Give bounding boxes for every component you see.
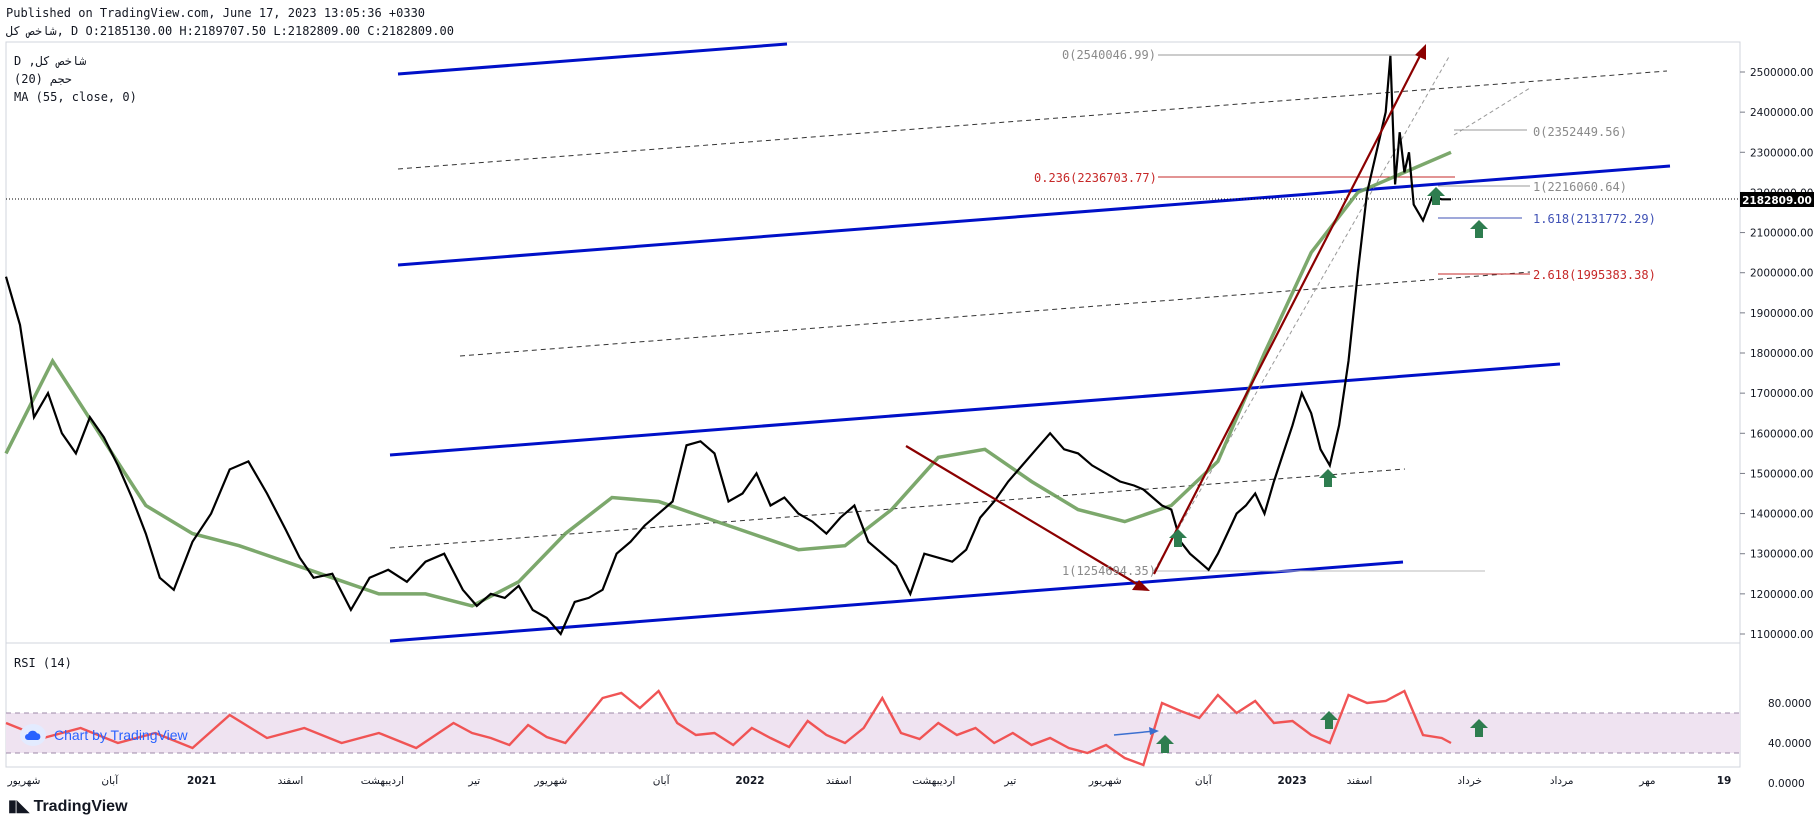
time-tick-label: مهر (1638, 775, 1655, 787)
time-tick-label: خرداد (1457, 775, 1482, 787)
cloud-icon (20, 724, 46, 746)
last-price-value: 2182809.00 (1742, 195, 1812, 207)
price-line[interactable] (4, 55, 1451, 637)
price-tick-label: 1300000.00 (1750, 549, 1813, 561)
price-tick-label: 1500000.00 (1750, 468, 1813, 480)
up-arrow-icon[interactable] (1470, 719, 1488, 737)
price-tick-label: 2500000.00 (1750, 67, 1813, 79)
rsi-arrow-head (1149, 727, 1159, 735)
fib-label-0-top: 0(2540046.99) (1062, 48, 1156, 62)
fib-label-1618: 1.618(2131772.29) (1533, 212, 1656, 226)
fib-guides[interactable] (1153, 54, 1531, 572)
price-tick-label: 1700000.00 (1750, 388, 1813, 400)
rsi-axis[interactable]: 80.0000 40.0000 0.0000 (1768, 698, 1811, 790)
fib-label-1: 1(2216060.64) (1533, 180, 1627, 194)
time-tick-label: آبان (1195, 774, 1213, 787)
time-tick-label: آبان (101, 774, 119, 787)
time-tick-label: اردیبهشت (361, 775, 404, 787)
published-line: Published on TradingView.com, June 17, 2… (6, 6, 426, 20)
up-arrow-icon[interactable] (1319, 469, 1337, 487)
time-tick-label: اسفند (1347, 775, 1373, 787)
time-tick-label: مرداد (1550, 775, 1574, 787)
rsi-band (6, 713, 1740, 753)
up-arrow-icon[interactable] (1427, 187, 1445, 205)
ma-line[interactable] (4, 150, 1452, 608)
price-tick-label: 1400000.00 (1750, 509, 1813, 521)
up-arrow-icon[interactable] (1470, 220, 1488, 238)
time-tick-label: 2023 (1277, 775, 1306, 787)
price-tick-label: 1800000.00 (1750, 348, 1813, 360)
channel-line-upper[interactable] (397, 164, 1671, 267)
fib-label-1-bottom: 1(1254694.35) (1062, 564, 1156, 578)
legend-rsi[interactable]: RSI (14) (14, 656, 72, 670)
down-trend-arrow[interactable] (905, 445, 1143, 588)
watermark-text[interactable]: Chart by TradingView (54, 727, 188, 743)
channel-dash-1[interactable] (397, 70, 1668, 170)
price-tick-label: 2000000.00 (1750, 268, 1813, 280)
fib-label-2618: 2.618(1995383.38) (1533, 268, 1656, 282)
up-arrow-icon[interactable] (1169, 529, 1187, 547)
price-tick-label: 1600000.00 (1750, 428, 1813, 440)
time-tick-label: اسفند (278, 775, 304, 787)
fib-ext-dash[interactable] (1453, 87, 1531, 136)
price-tick-label: 1900000.00 (1750, 308, 1813, 320)
channel-line-top[interactable] (397, 42, 788, 76)
trend-arrows[interactable] (905, 44, 1426, 736)
time-tick-label: 2021 (187, 775, 216, 787)
up-arrow-head (1415, 44, 1426, 60)
price-tick-label: 2400000.00 (1750, 107, 1813, 119)
price-tick-label: 1200000.00 (1750, 589, 1813, 601)
rsi-tick-label: 40.0000 (1768, 738, 1811, 750)
main-pane-frame (5, 41, 1741, 644)
time-tick-label: تیر (467, 775, 480, 787)
ohlc-line: شاخص کل, D O:2185130.00 H:2189707.50 L:2… (6, 24, 454, 38)
rsi-tick-label: 0.0000 (1768, 778, 1805, 790)
watermark[interactable]: Chart by TradingView (20, 724, 188, 746)
price-tick-label: 2300000.00 (1750, 147, 1813, 159)
time-axis[interactable]: شهریور آبان 2021 اسفند اردیبهشت تیر شهریور آبان… (7, 774, 1732, 787)
up-trend-arrow[interactable] (1153, 49, 1424, 575)
time-tick-label: شهریور (533, 775, 567, 787)
rsi-line[interactable] (5, 689, 1452, 767)
channel-dash-2[interactable] (459, 271, 1531, 357)
price-tick-label: 1100000.00 (1750, 629, 1813, 641)
time-tick-label: 19 (1717, 775, 1732, 787)
last-price-tag (1740, 192, 1814, 207)
legend-ma[interactable]: MA (55, close, 0) (14, 90, 137, 104)
tradingview-logo[interactable]: ▮◣ TradingView (8, 796, 128, 816)
time-tick-label: شهریور (7, 775, 41, 787)
price-tick-label: 2100000.00 (1750, 228, 1813, 240)
fib-label-0-ext: 0(2352449.56) (1533, 125, 1627, 139)
channel-dash-3[interactable] (389, 468, 1406, 549)
legend-symbol[interactable]: D ,شاخص کل (14, 54, 87, 68)
up-arrow-icon[interactable] (1320, 711, 1338, 729)
rsi-divergence-arrow[interactable] (1113, 730, 1156, 736)
channel-line-bottom[interactable] (389, 560, 1404, 643)
logo-icon: ▮◣ (8, 798, 30, 815)
time-tick-label: 2022 (735, 775, 764, 787)
fib-trend-dash[interactable] (1153, 54, 1451, 572)
buy-markers[interactable] (1156, 187, 1488, 753)
channel-lines[interactable] (389, 42, 1671, 643)
time-tick-label: آبان (653, 774, 671, 787)
time-tick-label: اسفند (826, 775, 852, 787)
fib-label-0236: 0.236(2236703.77) (1034, 171, 1157, 185)
time-tick-label: اردیبهشت (912, 775, 955, 787)
time-tick-label: شهریور (1088, 775, 1122, 787)
channel-line-mid[interactable] (389, 362, 1561, 457)
up-arrow-icon[interactable] (1156, 735, 1174, 753)
rsi-tick-label: 80.0000 (1768, 698, 1811, 710)
down-arrow-head (1132, 580, 1150, 591)
time-tick-label: تیر (1003, 775, 1016, 787)
legend-volume[interactable]: (20) حجم (14, 72, 72, 86)
logo-text: TradingView (33, 798, 128, 815)
price-axis[interactable]: 2500000.002400000.002300000.002200000.00… (1740, 67, 1813, 641)
